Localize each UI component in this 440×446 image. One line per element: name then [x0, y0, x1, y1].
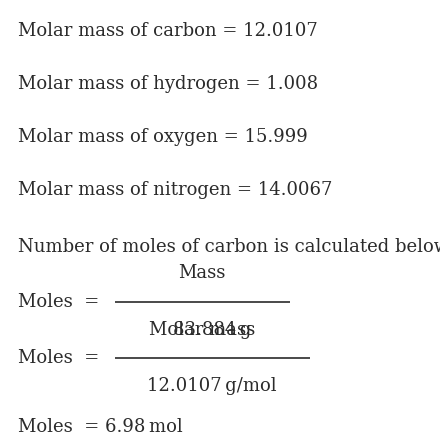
Text: Molar mass: Molar mass [149, 321, 255, 339]
Text: Moles  = 6.98 mol: Moles = 6.98 mol [18, 418, 183, 436]
Text: Mass: Mass [178, 264, 226, 282]
Text: Moles  =: Moles = [18, 293, 99, 311]
Text: Molar mass of hydrogen = 1.008: Molar mass of hydrogen = 1.008 [18, 75, 318, 93]
Text: Molar mass of carbon = 12.0107: Molar mass of carbon = 12.0107 [18, 22, 318, 40]
Text: Molar mass of oxygen = 15.999: Molar mass of oxygen = 15.999 [18, 128, 308, 146]
Text: Number of moles of carbon is calculated below,: Number of moles of carbon is calculated … [18, 237, 440, 255]
Text: Moles  =: Moles = [18, 349, 99, 367]
Text: 12.0107 g/mol: 12.0107 g/mol [147, 377, 277, 395]
Text: Molar mass of nitrogen = 14.0067: Molar mass of nitrogen = 14.0067 [18, 181, 332, 199]
Text: 83.884 g: 83.884 g [173, 321, 251, 339]
